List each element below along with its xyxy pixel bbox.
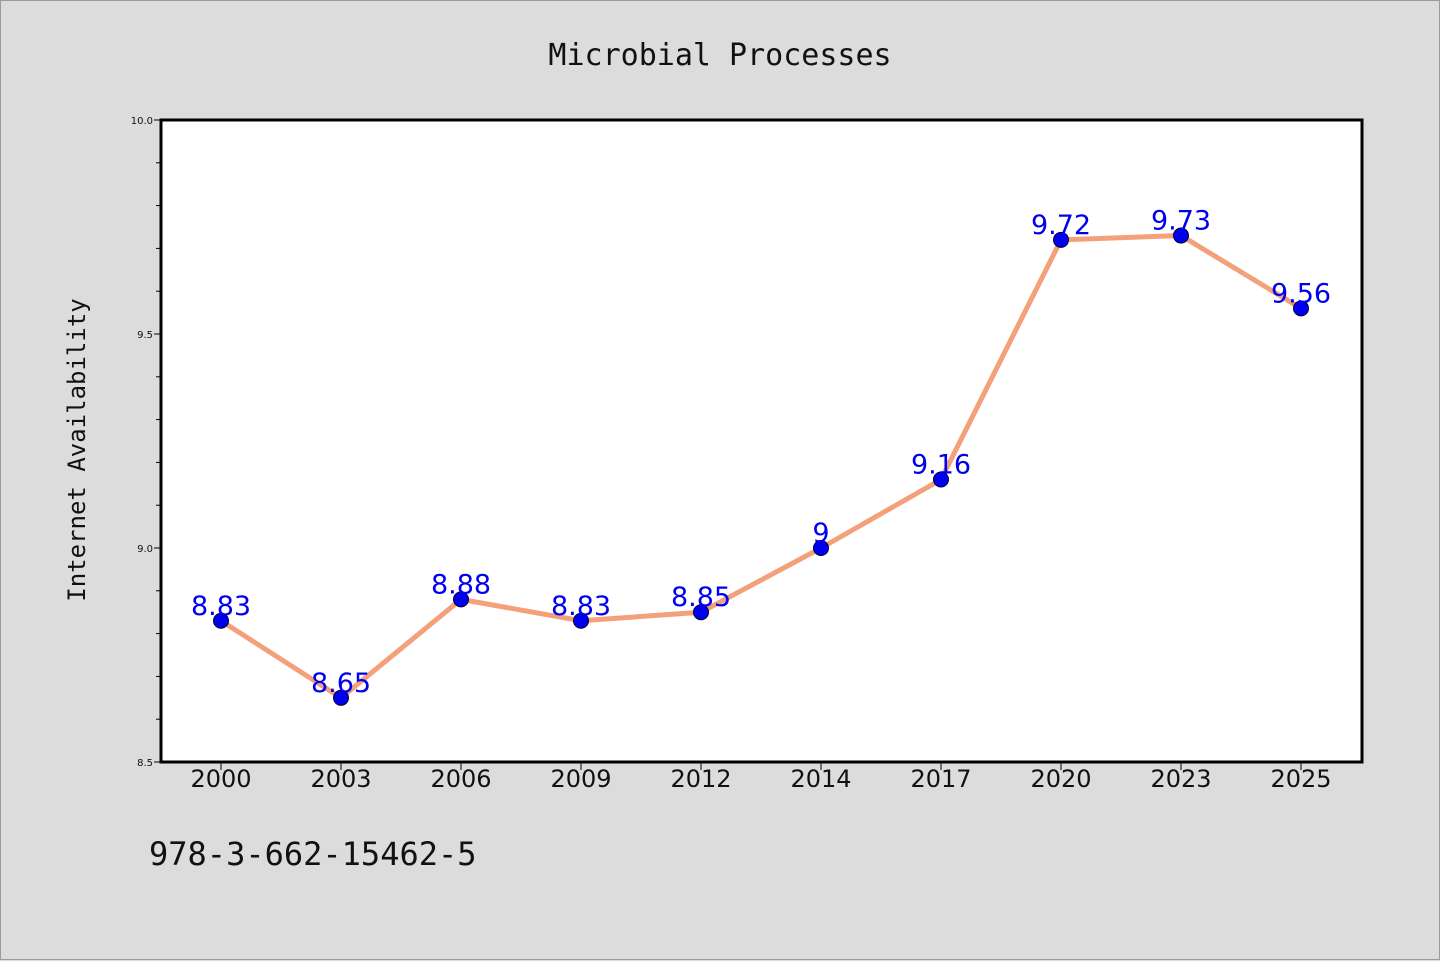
- y-tick-label: 8.5: [137, 758, 153, 769]
- data-point: [1293, 300, 1309, 317]
- data-label: 9.56: [1271, 278, 1331, 309]
- data-point: [693, 604, 709, 621]
- y-axis-label: Internet Availability: [63, 298, 91, 601]
- x-tick-label: 2003: [310, 765, 371, 793]
- x-tick-label: 2012: [670, 765, 731, 793]
- series-line: [218, 233, 1304, 701]
- data-point: [213, 612, 229, 629]
- y-tick-label: 9.5: [137, 330, 153, 341]
- isbn-footnote: 978-3-662-15462-5: [149, 835, 477, 873]
- data-label: 8.83: [551, 591, 611, 622]
- y-tick-label: 9.0: [137, 544, 153, 555]
- x-tick-label: 2000: [190, 765, 251, 793]
- data-label: 9.73: [1151, 206, 1211, 237]
- data-label: 9.72: [1031, 210, 1091, 241]
- data-label: 9.16: [911, 450, 971, 481]
- x-tick-label: 2006: [430, 765, 491, 793]
- x-tick-label: 2014: [790, 765, 851, 793]
- x-tick-label: 2020: [1030, 765, 1091, 793]
- data-point: [1173, 227, 1189, 244]
- data-point: [333, 689, 349, 706]
- data-point: [813, 540, 829, 556]
- data-label: 9: [812, 518, 829, 549]
- data-label: 8.85: [671, 582, 731, 613]
- plot-frame: [159, 118, 1364, 764]
- data-point: [933, 471, 949, 488]
- x-tick-label: 2025: [1270, 765, 1331, 793]
- data-point: [573, 612, 589, 629]
- data-label: 8.83: [191, 591, 251, 622]
- x-tick-label: 2017: [910, 765, 971, 793]
- plot-area: 8.5 9.0 9.5 10.0 2000 2003 2006 2009 2012 2014 201…: [131, 116, 1364, 793]
- data-point: [1053, 231, 1069, 248]
- data-label: 8.65: [311, 668, 371, 699]
- data-label: 8.88: [431, 569, 491, 600]
- chart-title: Microbial Processes: [548, 38, 891, 73]
- x-tick-label: 2023: [1150, 765, 1211, 793]
- x-tick-label: 2009: [550, 765, 611, 793]
- data-point: [453, 591, 469, 608]
- y-tick-label: 10.0: [131, 116, 153, 127]
